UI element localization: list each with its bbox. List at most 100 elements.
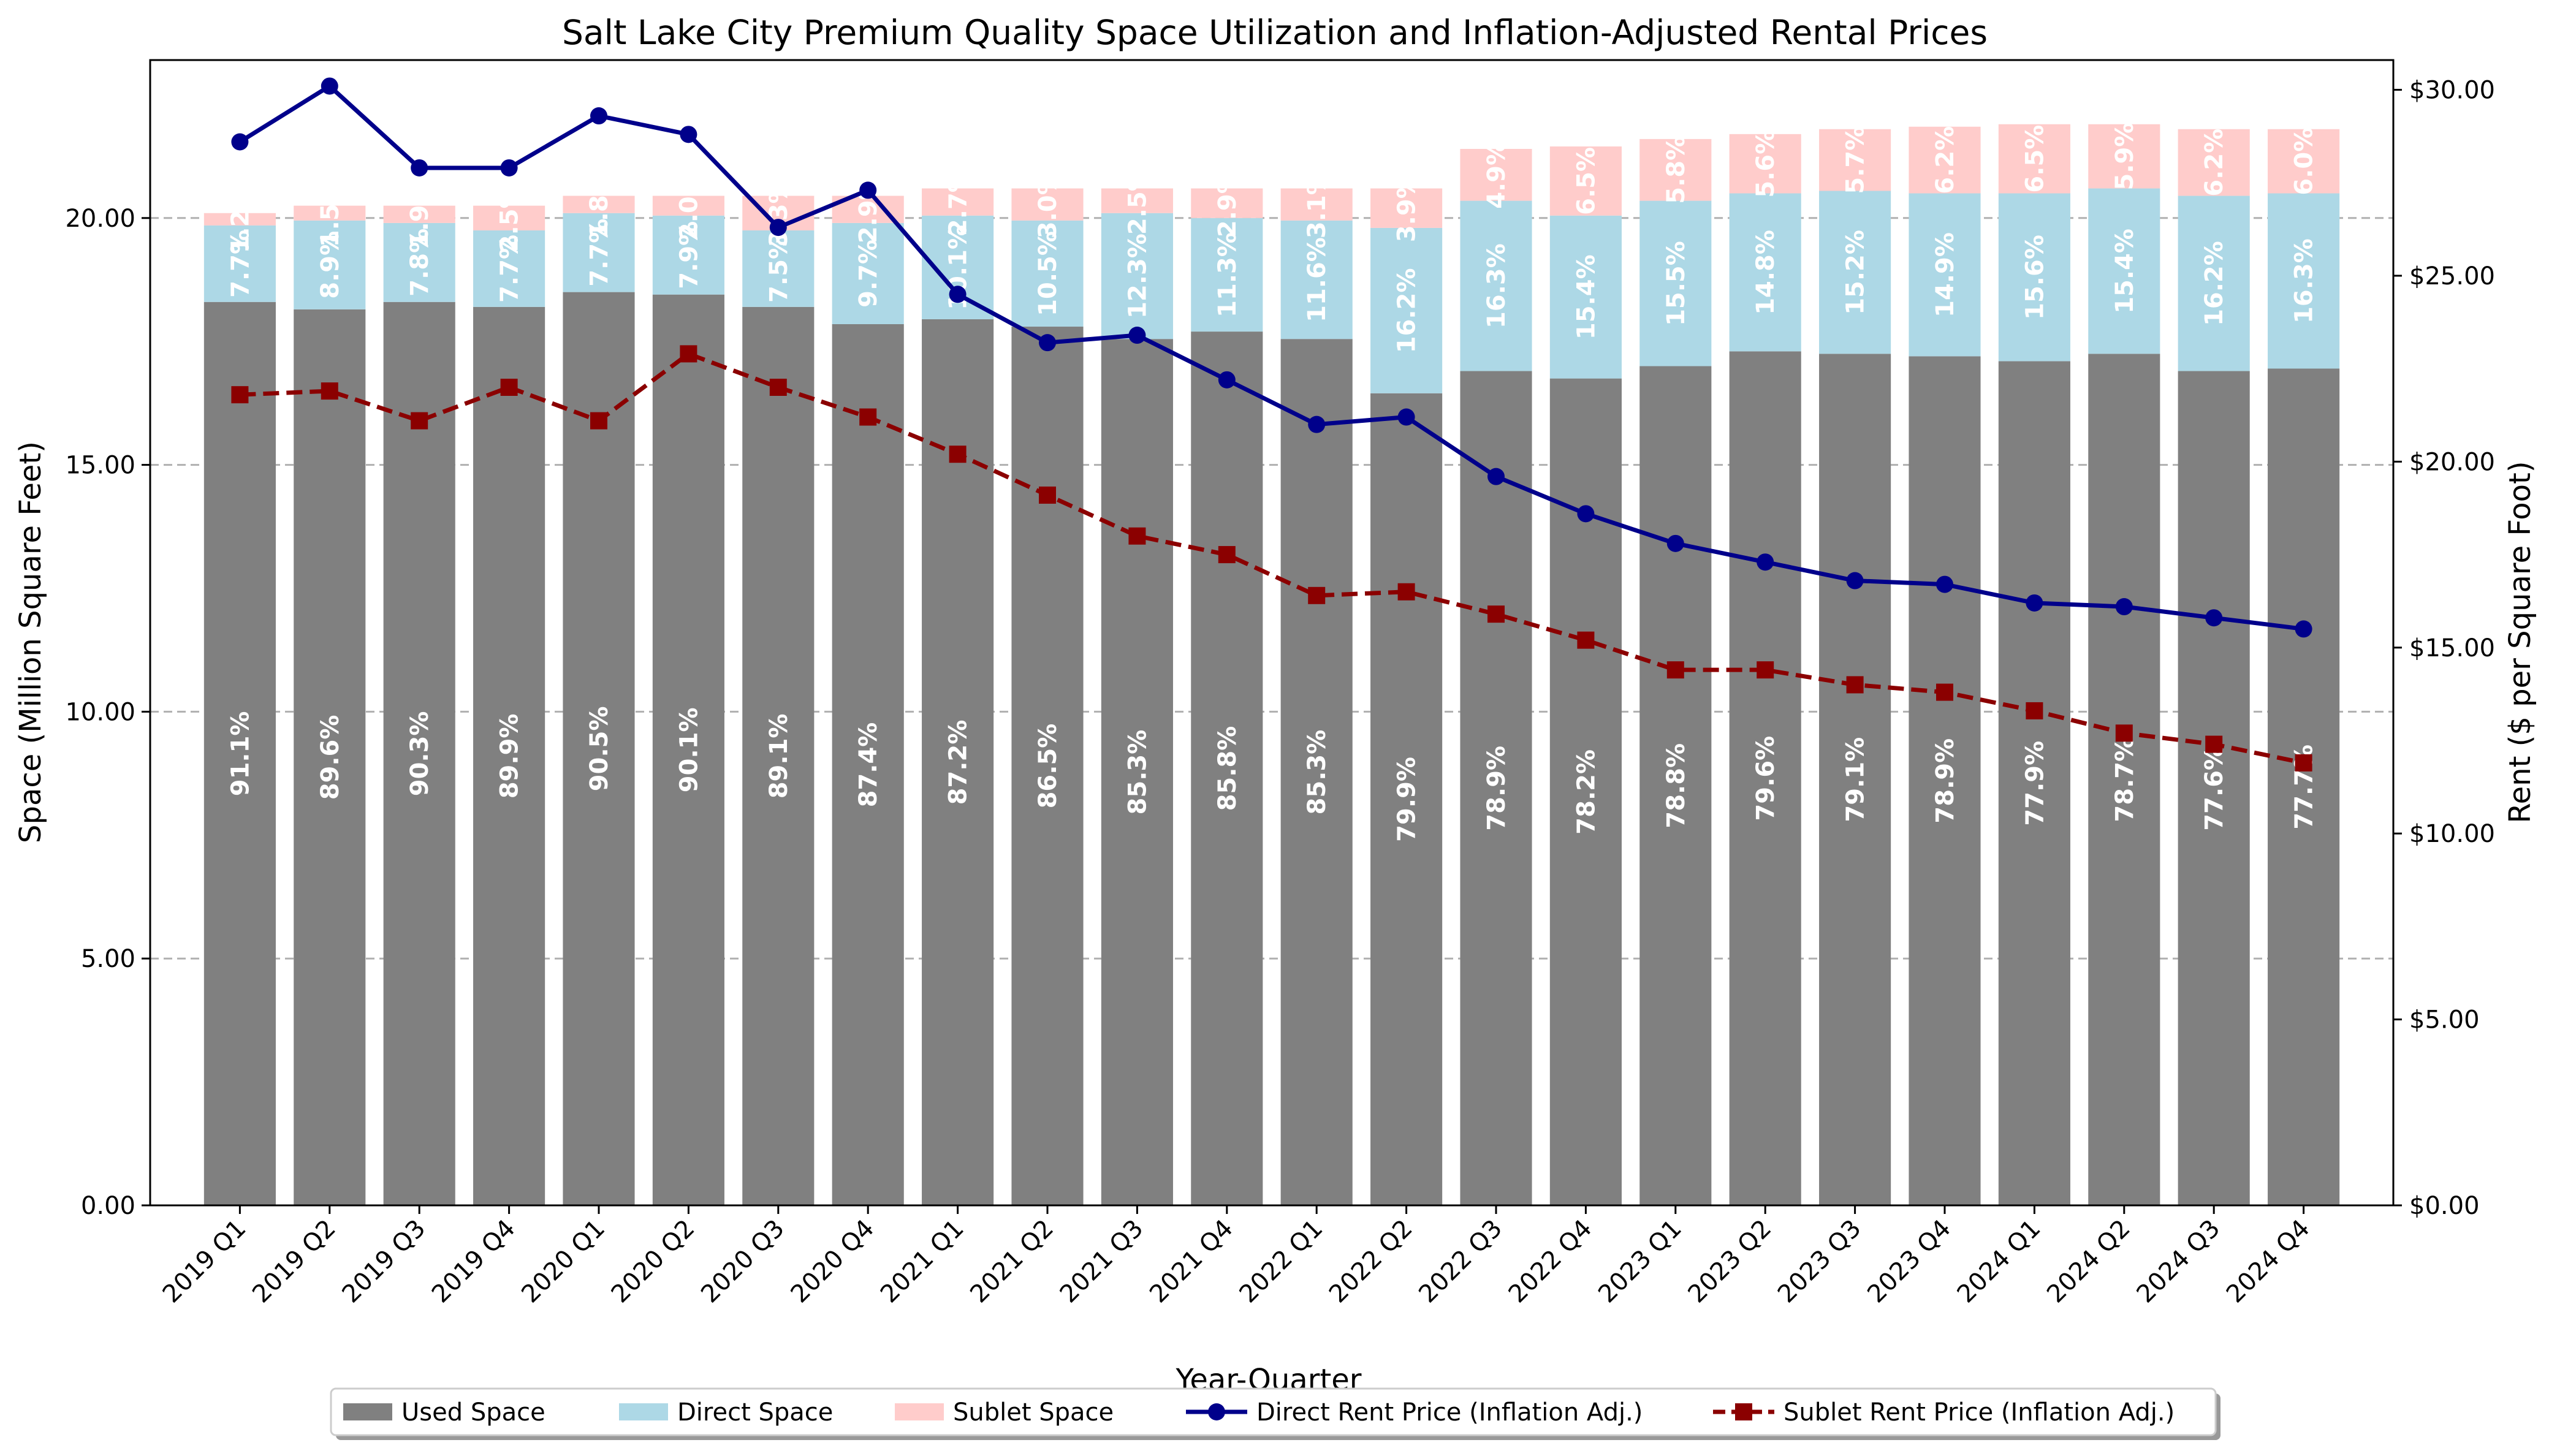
direct-space-bar xyxy=(1819,191,1891,354)
direct-space-label: 15.2% xyxy=(1842,230,1870,315)
sublet-rent-point xyxy=(1577,631,1595,649)
used-space-bar xyxy=(1909,356,1981,1205)
bars-layer xyxy=(203,124,2340,1206)
direct-space-label: 16.3% xyxy=(1483,243,1511,328)
legend-swatch xyxy=(895,1403,944,1420)
used-space-bar xyxy=(2178,371,2250,1205)
legend-label: Direct Space xyxy=(677,1398,833,1427)
y2-axis-label: Rent ($ per Square Foot) xyxy=(2503,461,2537,823)
legend-swatch xyxy=(619,1403,668,1420)
direct-space-bar xyxy=(383,222,455,302)
bar-labels-layer: 91.1%7.7%1.2%89.6%8.9%1.5%90.3%7.8%1.9%8… xyxy=(226,123,2318,842)
legend-label: Sublet Space xyxy=(953,1398,1114,1427)
direct-space-label: 7.9% xyxy=(675,221,703,289)
direct-rent-point xyxy=(1757,553,1774,571)
sublet-space-label: 1.2% xyxy=(226,185,254,253)
used-space-bar xyxy=(563,292,635,1206)
y-axis-label: Space (Million Square Feet) xyxy=(13,441,48,843)
sublet-space-bar xyxy=(1460,149,1532,201)
used-space-label: 85.3% xyxy=(1303,730,1331,815)
used-space-label: 78.8% xyxy=(1662,743,1690,828)
used-space-bar xyxy=(1729,351,1801,1205)
direct-space-bar xyxy=(1191,218,1263,332)
used-space-label: 79.9% xyxy=(1393,757,1421,842)
legend-label: Used Space xyxy=(401,1398,545,1427)
sublet-rent-point xyxy=(1757,661,1774,679)
direct-rent-point xyxy=(500,159,518,176)
used-space-label: 90.1% xyxy=(675,707,703,792)
direct-rent-point xyxy=(1936,575,1953,593)
direct-rent-point xyxy=(2205,609,2223,627)
direct-space-label: 16.2% xyxy=(2200,241,2228,326)
sublet-space-bar xyxy=(563,195,635,213)
direct-rent-line xyxy=(238,83,2304,631)
used-space-label: 79.1% xyxy=(1842,737,1870,822)
direct-space-bar xyxy=(652,215,724,295)
legend-label: Sublet Rent Price (Inflation Adj.) xyxy=(1784,1398,2175,1427)
used-space-bar xyxy=(1370,393,1443,1205)
direct-space-label: 10.5% xyxy=(1034,231,1062,316)
sublet-space-bar xyxy=(1909,126,1981,194)
direct-space-label: 14.8% xyxy=(1752,230,1780,315)
direct-space-bar xyxy=(1101,213,1173,339)
sublet-space-bar xyxy=(652,195,724,216)
sublet-rent-point xyxy=(500,379,518,396)
used-space-bar xyxy=(1101,339,1173,1205)
y2-tick-label: $20.00 xyxy=(2409,448,2495,476)
direct-space-bar xyxy=(2178,195,2250,371)
direct-space-bar xyxy=(1909,193,1981,357)
sublet-space-bar xyxy=(922,188,994,216)
direct-rent-point xyxy=(859,181,877,199)
used-space-bar xyxy=(473,306,545,1205)
y-tick-label: 5.00 xyxy=(81,945,135,973)
direct-space-label: 15.5% xyxy=(1662,241,1690,326)
y-tick-label: 20.00 xyxy=(65,205,135,233)
sublet-space-label: 3.9% xyxy=(1393,174,1421,242)
used-space-bar xyxy=(2268,368,2340,1205)
sublet-space-label: 2.5% xyxy=(496,184,524,252)
direct-space-bar xyxy=(742,230,815,307)
direct-space-label: 15.6% xyxy=(2021,235,2049,320)
sublet-rent-point xyxy=(1666,661,1684,679)
used-space-label: 77.9% xyxy=(2021,741,2049,826)
direct-rent-point xyxy=(1218,371,1236,389)
y2-tick-label: $10.00 xyxy=(2409,820,2495,848)
direct-rent-point xyxy=(1846,572,1864,590)
used-space-bar xyxy=(1011,327,1084,1205)
sublet-space-bar xyxy=(1819,129,1891,191)
sublet-rent-line xyxy=(240,351,2304,765)
direct-rent-point xyxy=(590,107,607,125)
direct-space-label: 7.7% xyxy=(496,235,524,303)
used-space-bar xyxy=(203,301,276,1205)
direct-space-label: 11.6% xyxy=(1303,237,1331,322)
sublet-space-label: 3.1% xyxy=(1303,170,1331,238)
direct-space-bar xyxy=(203,225,276,302)
sublet-space-label: 2.9% xyxy=(1214,169,1242,237)
sublet-rent-point xyxy=(1039,486,1056,504)
used-space-label: 78.2% xyxy=(1572,749,1600,835)
direct-space-label: 16.2% xyxy=(1393,268,1421,353)
y2-tick-label: $0.00 xyxy=(2409,1192,2480,1220)
sublet-space-bar xyxy=(1280,188,1353,221)
sublet-space-label: 5.6% xyxy=(1752,130,1780,198)
used-space-label: 87.4% xyxy=(854,722,883,808)
direct-space-label: 12.3% xyxy=(1123,233,1152,319)
y2-tick-label: $30.00 xyxy=(2409,77,2495,105)
direct-space-label: 7.7% xyxy=(226,230,254,298)
used-space-bar xyxy=(832,324,904,1206)
direct-space-bar xyxy=(2088,188,2160,354)
y-tick-label: 10.00 xyxy=(65,698,135,726)
direct-rent-point xyxy=(769,219,787,237)
direct-space-label: 15.4% xyxy=(1572,254,1600,339)
direct-space-bar xyxy=(563,213,635,292)
used-space-label: 87.2% xyxy=(944,720,973,805)
sublet-rent-point xyxy=(1936,683,1953,701)
legend: Used Space Direct Space Sublet Space Direct… xyxy=(330,1387,2220,1440)
sublet-space-label: 5.7% xyxy=(1842,126,1870,194)
sublet-space-bar xyxy=(1191,188,1263,218)
sublet-rent-point xyxy=(949,446,967,463)
used-space-bar xyxy=(383,301,455,1205)
direct-rent-point xyxy=(949,286,967,303)
used-space-label: 77.6% xyxy=(2200,746,2228,831)
